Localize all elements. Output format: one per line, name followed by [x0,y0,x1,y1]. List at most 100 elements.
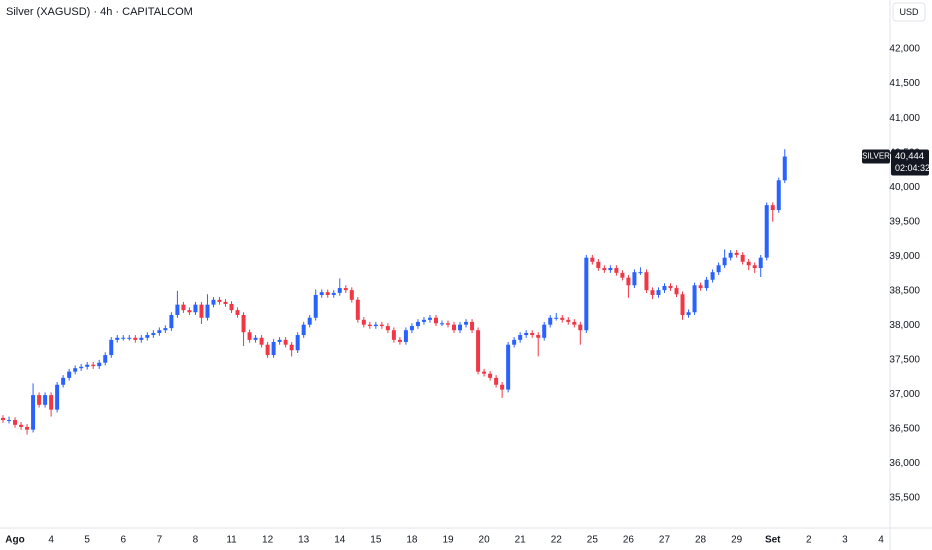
candle-body [668,285,673,289]
candle-body [151,332,156,336]
candle-body [361,319,366,325]
x-tick-label: 27 [659,535,671,546]
y-tick-label: 40,000 [889,182,920,193]
candle-body [512,339,517,345]
candle-body [307,317,312,325]
x-tick-label: 4 [48,535,54,546]
chart-title: Silver (XAGUSD) · 4h · CAPITALCOM [6,6,193,18]
candle-body [397,339,402,342]
candle-body [464,321,469,325]
candle-body [295,335,300,351]
x-tick-label: 8 [193,535,199,546]
candle-body [758,257,763,269]
candle-body [734,252,739,255]
y-tick-label: 37,000 [889,389,920,400]
candle-body [1,417,6,420]
candle-body [433,317,438,324]
candle-body [199,304,204,318]
candle-body [61,377,66,385]
candle-body [217,299,222,302]
candle-body [776,180,781,210]
candle-body [415,321,420,327]
y-tick-label: 41,500 [889,78,920,89]
candle-body [740,254,745,262]
candle-body [494,377,499,385]
x-tick-label: 3 [842,535,848,546]
x-tick-label: 19 [442,535,454,546]
x-tick-label: 14 [334,535,346,546]
candle-body [253,337,258,340]
candle-body [752,265,757,269]
x-tick-label: 26 [623,535,635,546]
y-tick-label: 36,000 [889,458,920,469]
candle-body [578,324,583,331]
candle-body [572,321,577,325]
candle-body [391,330,396,340]
candle-body [782,156,787,181]
candle-body [421,319,426,322]
candle-body [608,268,613,271]
x-tick-label: 13 [298,535,310,546]
candle-body [259,337,264,345]
candle-body [632,272,637,286]
candle-body [43,395,48,405]
candle-body [235,310,240,315]
candle-body [109,339,114,356]
candle-body [193,304,198,313]
candle-body [337,288,342,293]
x-tick-label: 21 [515,535,527,546]
y-tick-label: 42,000 [889,44,920,55]
candle-body [596,261,601,269]
x-tick-label: 2 [806,535,812,546]
candle-body [554,317,559,319]
candle-body [500,384,505,390]
x-tick-label: 12 [262,535,274,546]
candle-body [746,261,751,266]
candle-body [31,395,36,430]
candle-body [722,257,727,266]
candle-body [446,323,451,325]
candle-body [488,373,493,378]
candle-body [67,371,72,378]
candle-body [542,324,547,338]
candle-body [313,294,318,318]
candle-body [764,205,769,258]
candle-body [644,272,649,291]
candle-body [97,362,102,367]
symbol-tag-box [862,149,890,164]
candle-body [277,339,282,342]
candle-body [223,301,228,304]
candle-body [13,420,18,425]
candle-body [590,257,595,262]
candle-body [85,364,90,367]
candle-body [205,304,210,318]
candle-body [458,324,463,331]
candle-body [518,335,523,340]
x-tick-label: 6 [120,535,126,546]
candle-body [680,294,685,315]
candle-body [620,272,625,278]
candle-body [49,395,54,410]
currency-button[interactable] [892,2,926,22]
candle-body [139,337,144,340]
candle-body [476,330,481,372]
currency-label[interactable]: USD [899,7,919,17]
candle-body [211,299,216,305]
candle-body [716,265,721,273]
candle-body [427,317,432,320]
candle-body [175,304,180,315]
candle-body [602,268,607,271]
candle-body [698,285,703,289]
candle-body [325,292,330,295]
candle-body [385,326,390,331]
x-tick-label: 22 [551,535,563,546]
x-tick-label: Ago [5,535,24,546]
candle-body [349,290,354,300]
candle-body [692,285,697,313]
candle-body [19,424,24,427]
candle-body [470,321,475,331]
candle-body [319,292,324,295]
candle-body [536,335,541,338]
